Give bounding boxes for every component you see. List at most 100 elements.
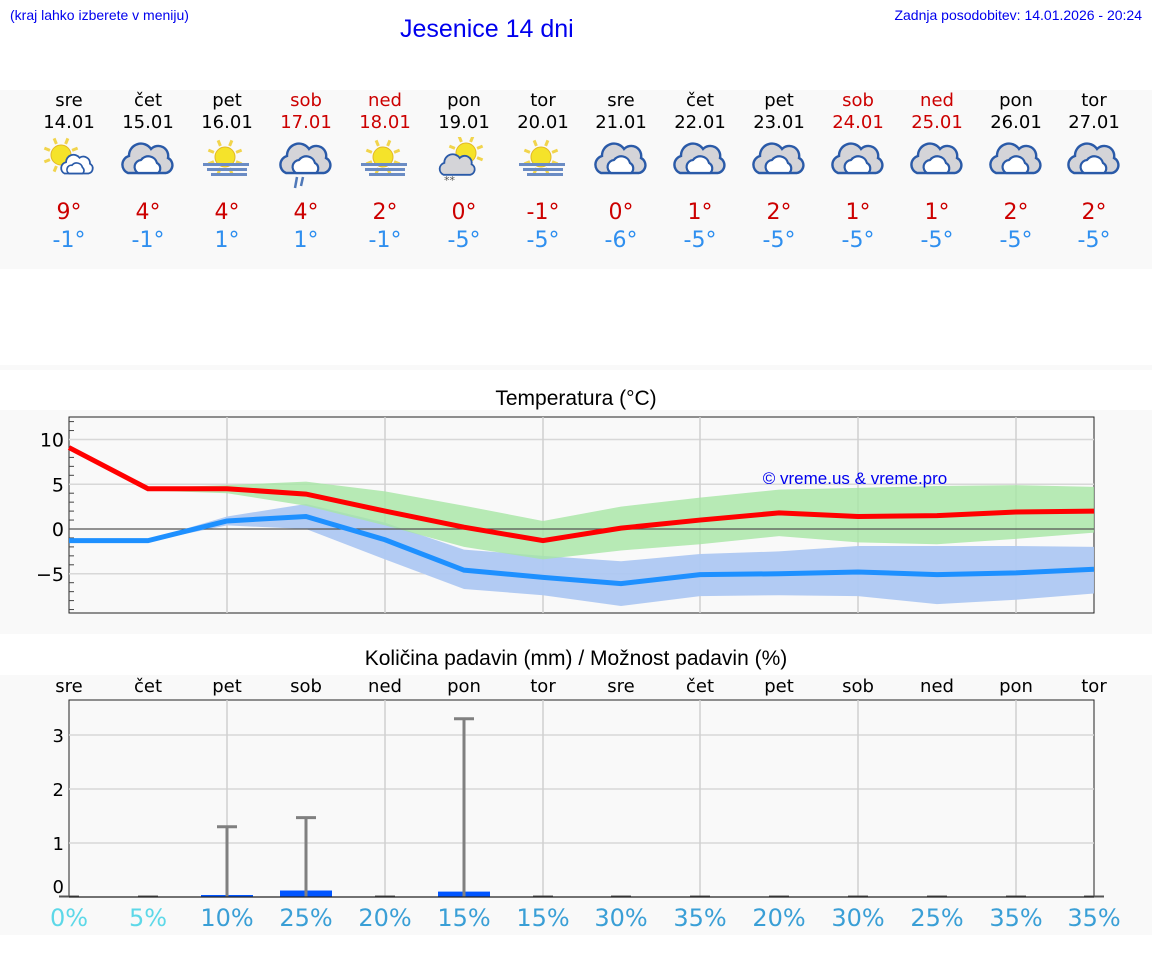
min-temp: -1°: [368, 228, 402, 253]
day-date: 16.01: [201, 112, 253, 133]
temperature-chart-title: Temperatura (°C): [495, 387, 657, 410]
max-temp: 2°: [766, 200, 792, 225]
min-temp: -5°: [762, 228, 796, 253]
day-date: 17.01: [280, 112, 332, 133]
day-name: pet: [212, 90, 242, 111]
sun-fog-icon: [346, 137, 425, 195]
precip-day-label: čet: [686, 676, 714, 697]
min-temp: -6°: [604, 228, 638, 253]
cloudy-icon: [661, 137, 740, 195]
min-temp: -5°: [920, 228, 954, 253]
divider: [0, 365, 1152, 370]
precip-chance-label: 35%: [673, 904, 726, 932]
min-temp: -5°: [999, 228, 1033, 253]
max-temp: 0°: [608, 200, 634, 225]
precip-chance-label: 10%: [200, 904, 253, 932]
day-column: čet 22.01 1° -5°: [661, 90, 740, 255]
svg-text:1: 1: [53, 834, 64, 855]
precip-day-label: sre: [607, 676, 634, 697]
max-temp: 0°: [451, 200, 477, 225]
day-column: sob 24.01 1° -5°: [819, 90, 898, 255]
watermark: © vreme.us & vreme.pro: [763, 469, 947, 488]
max-temp: 1°: [924, 200, 950, 225]
max-temp: 2°: [372, 200, 398, 225]
max-temp: -1°: [526, 200, 560, 225]
sun-fog-icon: [504, 137, 583, 195]
day-date: 26.01: [990, 112, 1042, 133]
day-name: čet: [133, 90, 163, 111]
cloudy-icon: [819, 137, 898, 195]
precip-chance-label: 35%: [989, 904, 1042, 932]
precipitation-chart: sre čet pet sob ned pon tor sre čet pet sob ned pon t…: [50, 676, 1121, 932]
day-date: 14.01: [43, 112, 95, 133]
day-date: 19.01: [438, 112, 490, 133]
max-temp: 1°: [687, 200, 713, 225]
min-temp: -5°: [526, 228, 560, 253]
min-temp: -5°: [683, 228, 717, 253]
precip-day-label: pet: [764, 676, 794, 697]
svg-text:10: 10: [40, 430, 64, 452]
min-temp: 1°: [293, 228, 319, 253]
svg-text:3: 3: [53, 726, 64, 747]
day-column: sre 14.01 9° -1°: [30, 90, 109, 255]
precip-chance-label: 30%: [831, 904, 884, 932]
svg-text:−5: −5: [36, 564, 64, 586]
precip-day-label: čet: [134, 676, 162, 697]
precip-chance-label: 20%: [358, 904, 411, 932]
day-date: 25.01: [911, 112, 963, 133]
cloudy-icon: [740, 137, 819, 195]
day-name: sob: [842, 90, 874, 111]
precip-chance-label: 25%: [910, 904, 963, 932]
day-column: ned 25.01 1° -5°: [898, 90, 977, 255]
day-name: tor: [1081, 90, 1107, 111]
day-name: sre: [607, 90, 635, 111]
svg-text:2: 2: [53, 780, 64, 801]
cloudy-icon: [582, 137, 661, 195]
day-name: pet: [764, 90, 794, 111]
day-date: 27.01: [1068, 112, 1120, 133]
day-column: pet 16.01 4° 1°: [188, 90, 267, 255]
cloudy-rain-icon: [267, 137, 346, 195]
precip-chart-title: Količina padavin (mm) / Možnost padavin …: [364, 647, 788, 670]
day-date: 24.01: [832, 112, 884, 133]
max-temp: 4°: [214, 200, 240, 225]
sun-fog-icon: [188, 137, 267, 195]
precip-day-label: ned: [920, 676, 954, 697]
day-date: 21.01: [595, 112, 647, 133]
precip-day-label: pon: [999, 676, 1033, 697]
day-name: ned: [368, 90, 402, 111]
precip-chance-label: 35%: [1067, 904, 1120, 932]
region-menu-hint[interactable]: (kraj lahko izberete v meniju): [10, 7, 189, 23]
cloudy-icon: [109, 137, 188, 195]
precip-day-label: tor: [530, 676, 556, 697]
temperature-chart: 10 5 0 −5 © vreme.us & vreme.pro: [36, 416, 1095, 614]
min-temp: -1°: [131, 228, 165, 253]
day-column: pon 19.01 ** 0° -5°: [425, 90, 504, 255]
max-temp: 2°: [1081, 200, 1107, 225]
min-temp: -5°: [447, 228, 481, 253]
day-date: 22.01: [674, 112, 726, 133]
day-column: tor 27.01 2° -5°: [1055, 90, 1134, 255]
svg-text:0: 0: [52, 519, 64, 541]
precip-day-label: pet: [212, 676, 242, 697]
day-column: tor 20.01 -1° -5°: [504, 90, 583, 255]
precip-day-label: sob: [290, 676, 322, 697]
precip-chance-label: 25%: [279, 904, 332, 932]
day-name: pon: [999, 90, 1033, 111]
precip-day-label: sob: [842, 676, 874, 697]
min-temp: -1°: [52, 228, 86, 253]
day-column: pet 23.01 2° -5°: [740, 90, 819, 255]
partly-cloudy-sun-icon: [30, 137, 109, 195]
precip-chance-label: 30%: [594, 904, 647, 932]
precip-day-label: ned: [368, 676, 402, 697]
daily-forecast: sre 14.01 9° -1° čet 15.01 4° -1° pet 16…: [0, 90, 1152, 269]
precip-chance-label: 15%: [516, 904, 569, 932]
precip-day-label: pon: [447, 676, 481, 697]
page-title: Jesenice 14 dni: [400, 15, 574, 43]
cloudy-icon: [898, 137, 977, 195]
precip-chance-label: 0%: [50, 904, 88, 932]
day-name: tor: [530, 90, 556, 111]
day-column: ned 18.01 2° -1°: [346, 90, 425, 255]
max-temp: 4°: [293, 200, 319, 225]
day-column: sre 21.01 0° -6°: [582, 90, 661, 255]
